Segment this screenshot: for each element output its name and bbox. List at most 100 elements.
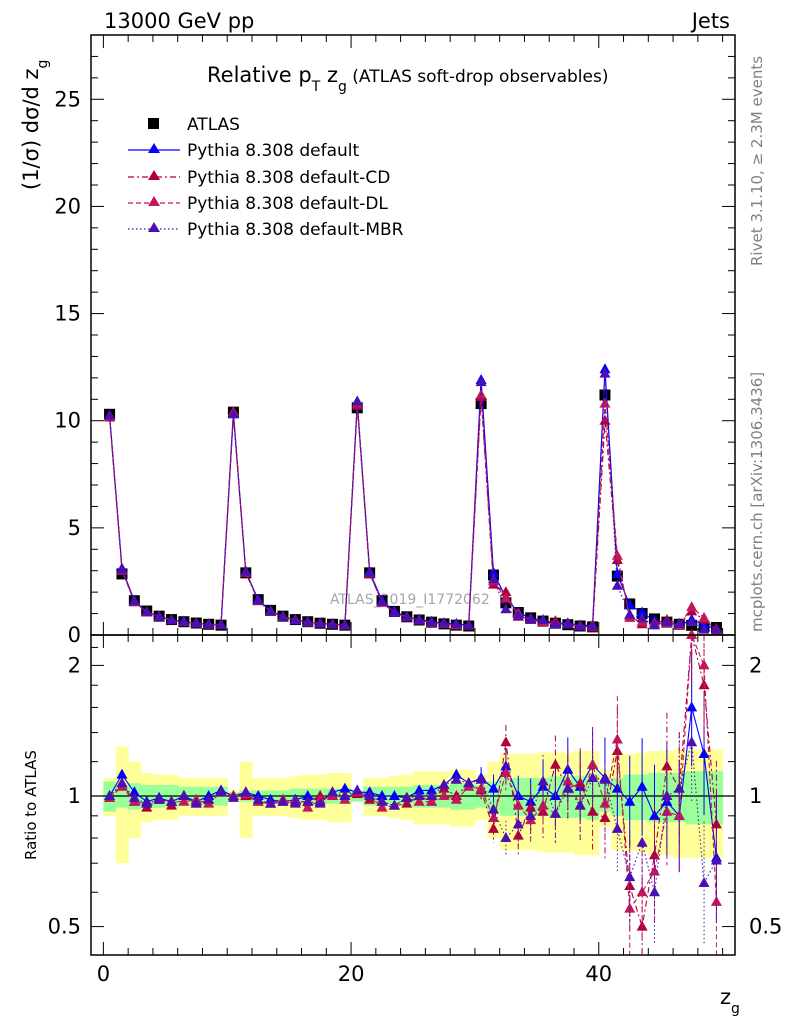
- point-pythia-8-308-default-mbr-49: [710, 623, 722, 634]
- ratio-point-pythia-8-308-default-mbr-39: [587, 772, 599, 783]
- x-tick-label: 40: [585, 962, 612, 986]
- point-pythia-8-308-default-mbr-21: [364, 566, 376, 577]
- ratio-point-pythia-8-308-default-mbr-20: [351, 784, 363, 795]
- ratio-point-pythia-8-308-default-mbr-21: [364, 789, 376, 800]
- rivet-label: Rivet 3.1.10, ≥ 2.3M events: [748, 56, 766, 266]
- ratio-series-pythia-8-308-default-mbr: [104, 683, 722, 945]
- ratio-point-pythia-8-308-default-43: [636, 780, 648, 791]
- y-tick-label: 25: [54, 87, 81, 111]
- ratio-point-pythia-8-308-default-23: [388, 789, 400, 800]
- watermark: ATLAS_2019_I1772062: [330, 592, 490, 608]
- ratio-point-pythia-8-308-default-mbr-44: [649, 886, 660, 897]
- ratio-point-pythia-8-308-default-25: [413, 784, 425, 795]
- ratio-point-pythia-8-308-default-dl-27: [438, 789, 450, 800]
- header-left: 13000 GeV pp: [104, 9, 254, 33]
- ratio-y-tick-label: 2: [68, 653, 81, 677]
- plot-title: Relative pT zg (ATLAS soft-drop observab…: [207, 63, 608, 95]
- ratio-line-pythia-8-308-default-mbr: [109, 742, 717, 893]
- legend-label-mbr: Pythia 8.308 default-MBR: [187, 220, 404, 240]
- ratio-point-pythia-8-308-default-19: [339, 782, 351, 793]
- x-tick-label: 20: [338, 962, 365, 986]
- legend: ATLAS Pythia 8.308 default Pythia 8.308 …: [128, 115, 404, 240]
- ratio-point-pythia-8-308-default-dl-32: [500, 766, 512, 777]
- point-pythia-8-308-default-mbr-17: [314, 617, 326, 628]
- ratio-point-pythia-8-308-default-mbr-18: [327, 786, 338, 797]
- ratio-point-pythia-8-308-default-cd-36: [549, 758, 561, 769]
- ratio-point-pythia-8-308-default-mbr-31: [488, 803, 499, 814]
- ratio-point-pythia-8-308-default-31: [488, 782, 499, 793]
- point-pythia-8-308-default-mbr-44: [649, 619, 660, 630]
- ratio-point-pythia-8-308-default-mbr-43: [636, 836, 648, 847]
- ratio-point-pythia-8-308-default-42: [624, 795, 636, 806]
- point-pythia-8-308-default-mbr-42: [624, 608, 636, 619]
- legend-entry-default: Pythia 8.308 default: [128, 141, 360, 161]
- point-pythia-8-308-default-mbr-22: [376, 595, 388, 606]
- ratio-point-pythia-8-308-default-mbr-7: [190, 797, 202, 808]
- ratio-point-pythia-8-308-default-mbr-24: [401, 791, 413, 802]
- point-pythia-8-308-default-mbr-40: [599, 367, 611, 378]
- ratio-y-tick-label-right: 0.5: [749, 915, 782, 939]
- ratio-point-pythia-8-308-default-mbr-16: [302, 795, 314, 806]
- point-pythia-8-308-default-42: [624, 599, 636, 609]
- point-pythia-8-308-default-mbr-10: [227, 408, 239, 419]
- ratio-point-pythia-8-308-default-mbr-35: [537, 775, 549, 786]
- ratio-point-pythia-8-308-default-mbr-4: [153, 793, 165, 804]
- point-pythia-8-308-default-mbr-0: [104, 409, 116, 420]
- ratio-point-pythia-8-308-default-mbr-17: [314, 797, 326, 808]
- ratio-point-pythia-8-308-default-dl-25: [413, 795, 425, 806]
- point-pythia-8-308-default-mbr-3: [141, 606, 153, 617]
- point-pythia-8-308-default-31: [488, 566, 499, 577]
- ratio-point-pythia-8-308-default-mbr-27: [438, 779, 450, 790]
- ratio-point-pythia-8-308-default-26: [426, 784, 438, 795]
- point-pythia-8-308-default-mbr-26: [426, 616, 438, 627]
- ratio-y-tick-label: 1: [68, 784, 81, 808]
- ratio-point-pythia-8-308-default-22: [376, 789, 388, 800]
- ratio-point-pythia-8-308-default-cd-45: [661, 760, 673, 771]
- point-pythia-8-308-default-mbr-30: [475, 376, 487, 387]
- ratio-point-pythia-8-308-default-mbr-15: [289, 797, 301, 808]
- point-pythia-8-308-default-cd-40: [599, 414, 611, 425]
- ratio-point-pythia-8-308-default-mbr-6: [178, 789, 190, 800]
- point-pythia-8-308-default-mbr-19: [339, 619, 351, 630]
- ratio-point-pythia-8-308-default-cd-49: [710, 818, 722, 829]
- point-pythia-8-308-default-mbr-38: [574, 620, 586, 631]
- ratio-point-pythia-8-308-default-dl-47: [686, 629, 698, 639]
- point-pythia-8-308-default-dl-32: [500, 592, 512, 603]
- ratio-point-pythia-8-308-default-mbr-2: [128, 791, 140, 802]
- ratio-point-pythia-8-308-default-mbr-29: [463, 777, 475, 788]
- ratio-point-pythia-8-308-default-mbr-48: [698, 877, 710, 888]
- legend-marker-dl: [148, 196, 160, 206]
- ratio-point-pythia-8-308-default-mbr-38: [574, 799, 586, 810]
- ratio-point-pythia-8-308-default-cd-32: [500, 736, 512, 747]
- y-tick-label: 5: [68, 516, 81, 540]
- ratio-point-pythia-8-308-default-mbr-23: [388, 799, 400, 810]
- point-atlas-40: [599, 389, 611, 401]
- point-pythia-8-308-default-mbr-32: [500, 603, 512, 614]
- ratio-y-tick-label-right: 1: [749, 784, 762, 808]
- ratio-point-pythia-8-308-default-mbr-5: [166, 795, 177, 806]
- legend-entry-mbr: Pythia 8.308 default-MBR: [128, 220, 404, 240]
- point-pythia-8-308-default-mbr-6: [178, 615, 190, 626]
- line-pythia-8-308-default-dl: [109, 394, 717, 632]
- ratio-point-pythia-8-308-default-cd-39: [587, 805, 599, 816]
- point-pythia-8-308-default-mbr-37: [562, 618, 574, 629]
- ratio-point-pythia-8-308-default-16: [302, 789, 314, 800]
- legend-marker-mbr: [148, 222, 160, 232]
- ratio-point-pythia-8-308-default-mbr-37: [562, 782, 574, 793]
- point-pythia-8-308-default-mbr-39: [587, 620, 599, 630]
- x-axis-label: zg: [720, 985, 740, 1017]
- ratio-plot-ticks: 0.5 0.51 12 20 20 40: [48, 635, 782, 986]
- legend-marker-atlas: [148, 118, 159, 129]
- ratio-point-pythia-8-308-default-dl-46: [673, 809, 685, 820]
- point-pythia-8-308-default-mbr-36: [549, 618, 561, 629]
- ratio-point-pythia-8-308-default-1: [116, 768, 128, 779]
- ratio-point-pythia-8-308-default-mbr-46: [673, 782, 685, 793]
- point-pythia-8-308-default-dl-48: [698, 611, 710, 622]
- point-pythia-8-308-default-mbr-20: [351, 395, 363, 406]
- ratio-point-pythia-8-308-default-mbr-14: [277, 795, 289, 806]
- line-pythia-8-308-default: [109, 369, 717, 631]
- ratio-y-tick-label-right: 2: [749, 653, 762, 677]
- point-pythia-8-308-default-mbr-46: [673, 617, 685, 628]
- point-pythia-8-308-default-mbr-12: [252, 594, 264, 605]
- point-pythia-8-308-default-mbr-29: [463, 619, 475, 630]
